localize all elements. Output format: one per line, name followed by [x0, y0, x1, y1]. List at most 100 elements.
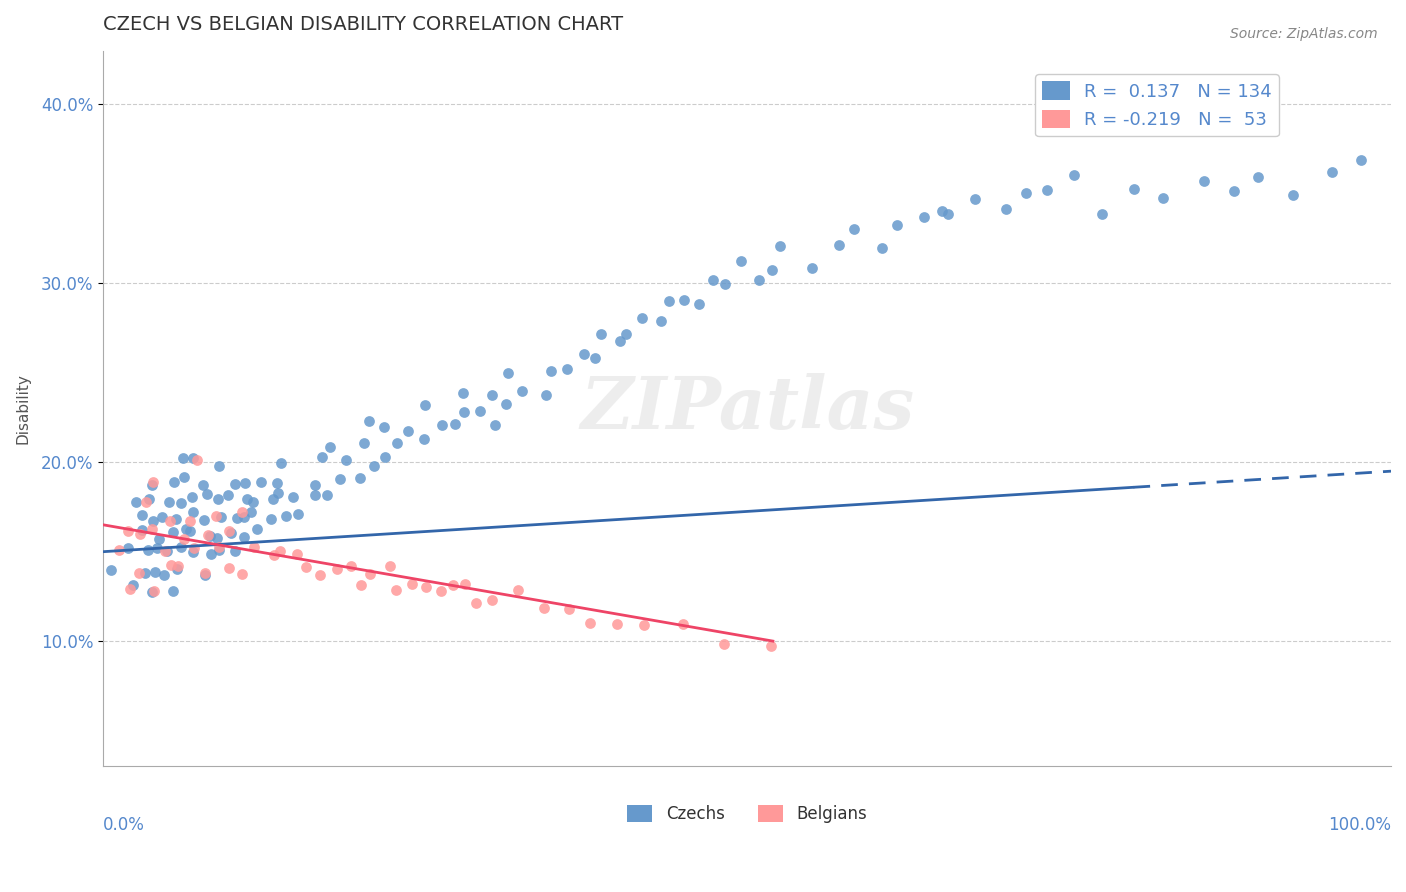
Point — [233, 476, 256, 491]
Point — [415, 581, 437, 595]
Point — [357, 414, 380, 428]
Point — [912, 210, 935, 224]
Point — [702, 273, 724, 287]
Point — [207, 542, 229, 557]
Point — [340, 559, 363, 574]
Point — [328, 472, 350, 486]
Point — [965, 192, 987, 206]
Point — [631, 311, 654, 326]
Point — [159, 558, 181, 573]
Point — [246, 522, 269, 536]
Y-axis label: Disability: Disability — [15, 373, 30, 444]
Point — [193, 478, 215, 492]
Point — [153, 567, 176, 582]
Point — [650, 314, 672, 328]
Point — [572, 346, 595, 360]
Point — [205, 509, 228, 524]
Point — [193, 513, 215, 527]
Point — [374, 450, 396, 465]
Legend: Czechs, Belgians: Czechs, Belgians — [620, 798, 873, 830]
Text: Source: ZipAtlas.com: Source: ZipAtlas.com — [1230, 27, 1378, 41]
Point — [481, 388, 503, 402]
Point — [295, 560, 318, 574]
Point — [413, 398, 436, 412]
Point — [454, 577, 477, 591]
Point — [759, 640, 782, 654]
Text: CZECH VS BELGIAN DISABILITY CORRELATION CHART: CZECH VS BELGIAN DISABILITY CORRELATION … — [103, 15, 623, 34]
Point — [481, 593, 503, 607]
Point — [233, 510, 256, 524]
Point — [172, 450, 194, 465]
Point — [173, 532, 195, 546]
Point — [195, 486, 218, 500]
Point — [208, 458, 231, 473]
Point — [672, 616, 695, 631]
Point — [349, 471, 371, 485]
Point — [353, 435, 375, 450]
Point — [162, 584, 184, 599]
Point — [828, 238, 851, 252]
Point — [1320, 165, 1343, 179]
Point — [108, 542, 131, 557]
Point — [540, 364, 562, 378]
Point — [224, 544, 246, 558]
Point — [249, 475, 271, 489]
Point — [534, 388, 557, 402]
Point — [748, 273, 770, 287]
Point — [1282, 188, 1305, 202]
Point — [143, 583, 166, 598]
Point — [146, 541, 169, 556]
Point — [304, 478, 326, 492]
Point — [138, 492, 160, 507]
Point — [349, 578, 371, 592]
Point — [311, 450, 333, 465]
Point — [235, 492, 257, 507]
Point — [401, 577, 423, 591]
Point — [181, 451, 204, 466]
Point — [141, 522, 163, 536]
Point — [162, 524, 184, 539]
Point — [1222, 185, 1244, 199]
Point — [153, 544, 176, 558]
Point — [484, 418, 506, 433]
Point — [231, 566, 253, 581]
Point — [198, 529, 221, 543]
Point — [606, 617, 628, 632]
Point — [218, 524, 240, 539]
Point — [269, 544, 291, 558]
Point — [141, 478, 163, 492]
Point — [609, 334, 631, 348]
Point — [633, 617, 655, 632]
Point — [373, 420, 395, 434]
Point — [931, 204, 953, 219]
Point — [443, 578, 465, 592]
Point — [1091, 206, 1114, 220]
Point — [285, 547, 308, 561]
Point — [1122, 182, 1144, 196]
Point — [233, 530, 256, 544]
Point — [208, 540, 231, 554]
Point — [496, 366, 519, 380]
Point — [730, 254, 752, 268]
Point — [209, 510, 232, 524]
Point — [134, 566, 156, 581]
Point — [555, 362, 578, 376]
Point — [165, 511, 187, 525]
Point — [614, 326, 637, 341]
Point — [385, 436, 408, 450]
Point — [156, 544, 179, 558]
Point — [263, 549, 285, 563]
Point — [231, 505, 253, 519]
Point — [266, 475, 288, 490]
Point — [219, 526, 242, 541]
Point — [557, 602, 579, 616]
Point — [173, 469, 195, 483]
Point — [131, 508, 153, 523]
Point — [1015, 186, 1038, 201]
Point — [304, 488, 326, 502]
Point — [801, 260, 824, 275]
Point — [470, 404, 492, 418]
Point — [713, 636, 735, 650]
Point — [162, 475, 184, 489]
Point — [174, 521, 197, 535]
